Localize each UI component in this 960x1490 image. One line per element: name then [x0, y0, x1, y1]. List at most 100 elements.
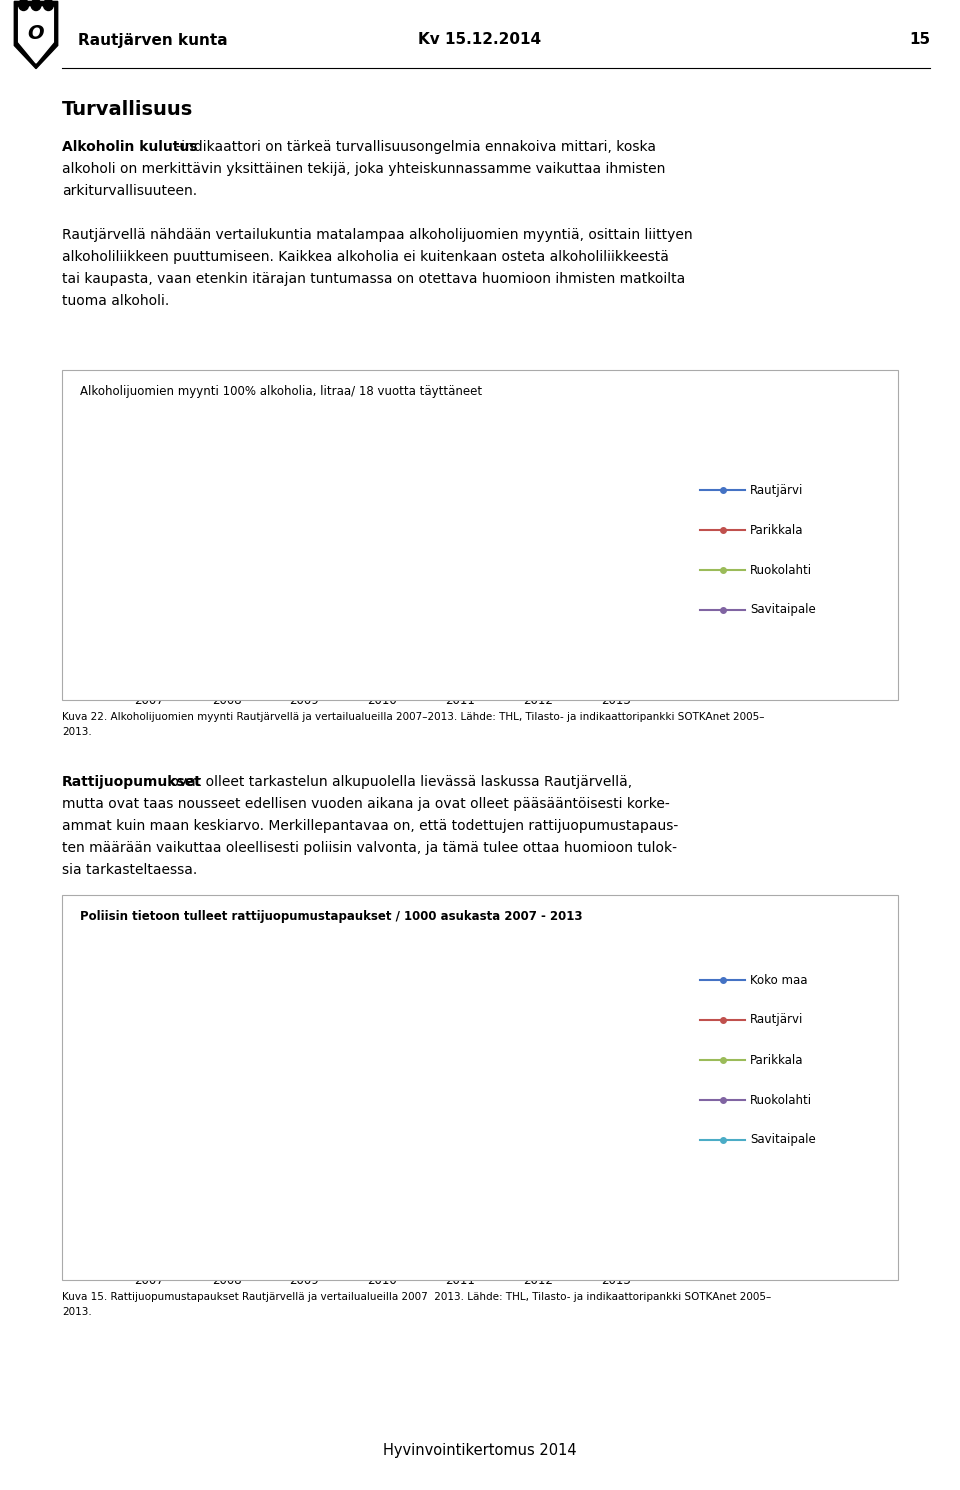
Line: Parikkala: Parikkala	[146, 1059, 618, 1185]
Rautjärvi	[376, 1004, 388, 1022]
Savitaipale	[221, 441, 232, 459]
Ruokolahti	[376, 597, 388, 615]
Line: Parikkala: Parikkala	[146, 440, 618, 460]
Text: Savitaipale: Savitaipale	[750, 603, 816, 617]
Savitaipale	[143, 1091, 155, 1109]
Rautjärvi	[299, 1083, 310, 1101]
Ruokolahti	[532, 1070, 543, 1088]
Line: Rautjärvi: Rautjärvi	[146, 1010, 618, 1095]
Parikkala	[454, 434, 466, 451]
Text: Rattijuopumukset: Rattijuopumukset	[62, 775, 202, 790]
Ruokolahti	[143, 980, 155, 998]
Text: 2013.: 2013.	[62, 1307, 92, 1317]
Text: Alkoholin kulutus: Alkoholin kulutus	[62, 140, 198, 153]
Text: Rautjärvi: Rautjärvi	[750, 483, 804, 496]
Polygon shape	[14, 1, 58, 69]
Parikkala	[376, 1170, 388, 1188]
Ruokolahti	[221, 603, 232, 621]
Koko maa	[143, 1016, 155, 1034]
Text: Rautjärvellä nähdään vertailukuntia matalampaa alkoholijuomien myyntiä, osittain: Rautjärvellä nähdään vertailukuntia mata…	[62, 228, 692, 241]
Line: Savitaipale: Savitaipale	[146, 432, 618, 453]
Savitaipale	[221, 1058, 232, 1076]
Text: Koko maa: Koko maa	[750, 973, 807, 986]
Savitaipale	[532, 441, 543, 459]
Line: Rautjärvi: Rautjärvi	[146, 557, 618, 572]
Ruokolahti	[299, 1112, 310, 1129]
Rautjärvi	[610, 1037, 621, 1055]
Text: Ruokolahti: Ruokolahti	[750, 1094, 812, 1107]
Rautjärvi	[221, 1025, 232, 1043]
Rautjärvi	[376, 551, 388, 569]
Savitaipale	[454, 425, 466, 443]
Line: Ruokolahti: Ruokolahti	[146, 596, 618, 614]
Text: Rautjärvi: Rautjärvi	[750, 1013, 804, 1027]
Rautjärvi	[454, 1042, 466, 1059]
Text: Alkoholijuomien myynti 100% alkoholia, litraa/ 18 vuotta täyttäneet: Alkoholijuomien myynti 100% alkoholia, l…	[80, 384, 482, 398]
Text: Hyvinvointikertomus 2014: Hyvinvointikertomus 2014	[383, 1442, 577, 1457]
Text: Savitaipale: Savitaipale	[750, 1134, 816, 1146]
Rautjärvi	[610, 556, 621, 574]
Rautjärvi	[532, 560, 543, 578]
Parikkala	[610, 444, 621, 462]
Parikkala	[299, 1062, 310, 1080]
Circle shape	[43, 0, 54, 10]
Text: Poliisin tietoon tulleet rattijuopumustapaukset / 1000 asukasta 2007 - 2013: Poliisin tietoon tulleet rattijuopumusta…	[80, 910, 583, 922]
Rautjärvi	[532, 1083, 543, 1101]
Text: Parikkala: Parikkala	[750, 1053, 804, 1067]
Text: tuoma alkoholi.: tuoma alkoholi.	[62, 294, 169, 308]
Koko maa	[221, 1050, 232, 1068]
Parikkala	[143, 448, 155, 466]
Text: ovat olleet tarkastelun alkupuolella lievässä laskussa Rautjärvellä,: ovat olleet tarkastelun alkupuolella lie…	[166, 775, 632, 790]
Parikkala	[299, 441, 310, 459]
Text: Rautjärven kunta: Rautjärven kunta	[78, 33, 228, 48]
Ruokolahti	[454, 1083, 466, 1101]
Savitaipale	[610, 1091, 621, 1109]
Rautjärvi	[221, 556, 232, 574]
Parikkala	[221, 444, 232, 462]
Parikkala	[221, 1128, 232, 1146]
Text: Kuva 22. Alkoholijuomien myynti Rautjärvellä ja vertailualueilla 2007–2013. Lähd: Kuva 22. Alkoholijuomien myynti Rautjärv…	[62, 712, 764, 723]
Savitaipale	[376, 1095, 388, 1113]
Text: 2013.: 2013.	[62, 727, 92, 738]
Line: Koko maa: Koko maa	[146, 1024, 618, 1112]
Circle shape	[18, 0, 29, 10]
Rautjärvi	[454, 553, 466, 571]
Ruokolahti	[454, 589, 466, 606]
Koko maa	[376, 1058, 388, 1076]
Text: Turvallisuus: Turvallisuus	[62, 100, 193, 119]
Ruokolahti	[532, 599, 543, 617]
Text: Kuva 15. Rattijuopumustapaukset Rautjärvellä ja vertailualueilla 2007  2013. Läh: Kuva 15. Rattijuopumustapaukset Rautjärv…	[62, 1292, 771, 1302]
Savitaipale	[299, 435, 310, 453]
Text: arkiturvallisuuteen.: arkiturvallisuuteen.	[62, 183, 197, 198]
Text: tai kaupasta, vaan etenkin itärajan tuntumassa on otettava huomioon ihmisten mat: tai kaupasta, vaan etenkin itärajan tunt…	[62, 273, 685, 286]
Koko maa	[610, 1091, 621, 1109]
Text: 15: 15	[909, 33, 930, 48]
Parikkala	[532, 447, 543, 465]
Rautjärvi	[299, 556, 310, 574]
Text: -indikaattori on tärkeä turvallisuusongelmia ennakoiva mittari, koska: -indikaattori on tärkeä turvallisuusonge…	[173, 140, 657, 153]
Parikkala	[143, 1053, 155, 1071]
Ruokolahti	[376, 988, 388, 1006]
Parikkala	[610, 1091, 621, 1109]
Text: ten määrään vaikuttaa oleellisesti poliisin valvonta, ja tämä tulee ottaa huomio: ten määrään vaikuttaa oleellisesti polii…	[62, 840, 677, 855]
Savitaipale	[532, 1083, 543, 1101]
Text: sia tarkasteltaessa.: sia tarkasteltaessa.	[62, 863, 197, 878]
Circle shape	[31, 0, 41, 10]
Parikkala	[532, 1100, 543, 1118]
Ruokolahti	[143, 600, 155, 618]
Ruokolahti	[299, 595, 310, 612]
Line: Savitaipale: Savitaipale	[146, 1064, 618, 1112]
Ruokolahti	[221, 967, 232, 985]
Text: mutta ovat taas nousseet edellisen vuoden aikana ja ovat olleet pääsääntöisesti : mutta ovat taas nousseet edellisen vuode…	[62, 797, 670, 811]
Text: Parikkala: Parikkala	[750, 523, 804, 536]
Polygon shape	[18, 7, 54, 63]
Text: O: O	[28, 24, 44, 43]
Parikkala	[454, 1174, 466, 1192]
Parikkala	[376, 441, 388, 459]
Text: ammat kuin maan keskiarvo. Merkillepantavaa on, että todettujen rattijuopumustap: ammat kuin maan keskiarvo. Merkillepanta…	[62, 820, 679, 833]
Savitaipale	[299, 1100, 310, 1118]
Line: Ruokolahti: Ruokolahti	[146, 973, 618, 1144]
Text: alkoholi on merkittävin yksittäinen tekijä, joka yhteiskunnassamme vaikuttaa ihm: alkoholi on merkittävin yksittäinen teki…	[62, 162, 665, 176]
Rautjärvi	[143, 556, 155, 574]
Savitaipale	[376, 431, 388, 448]
